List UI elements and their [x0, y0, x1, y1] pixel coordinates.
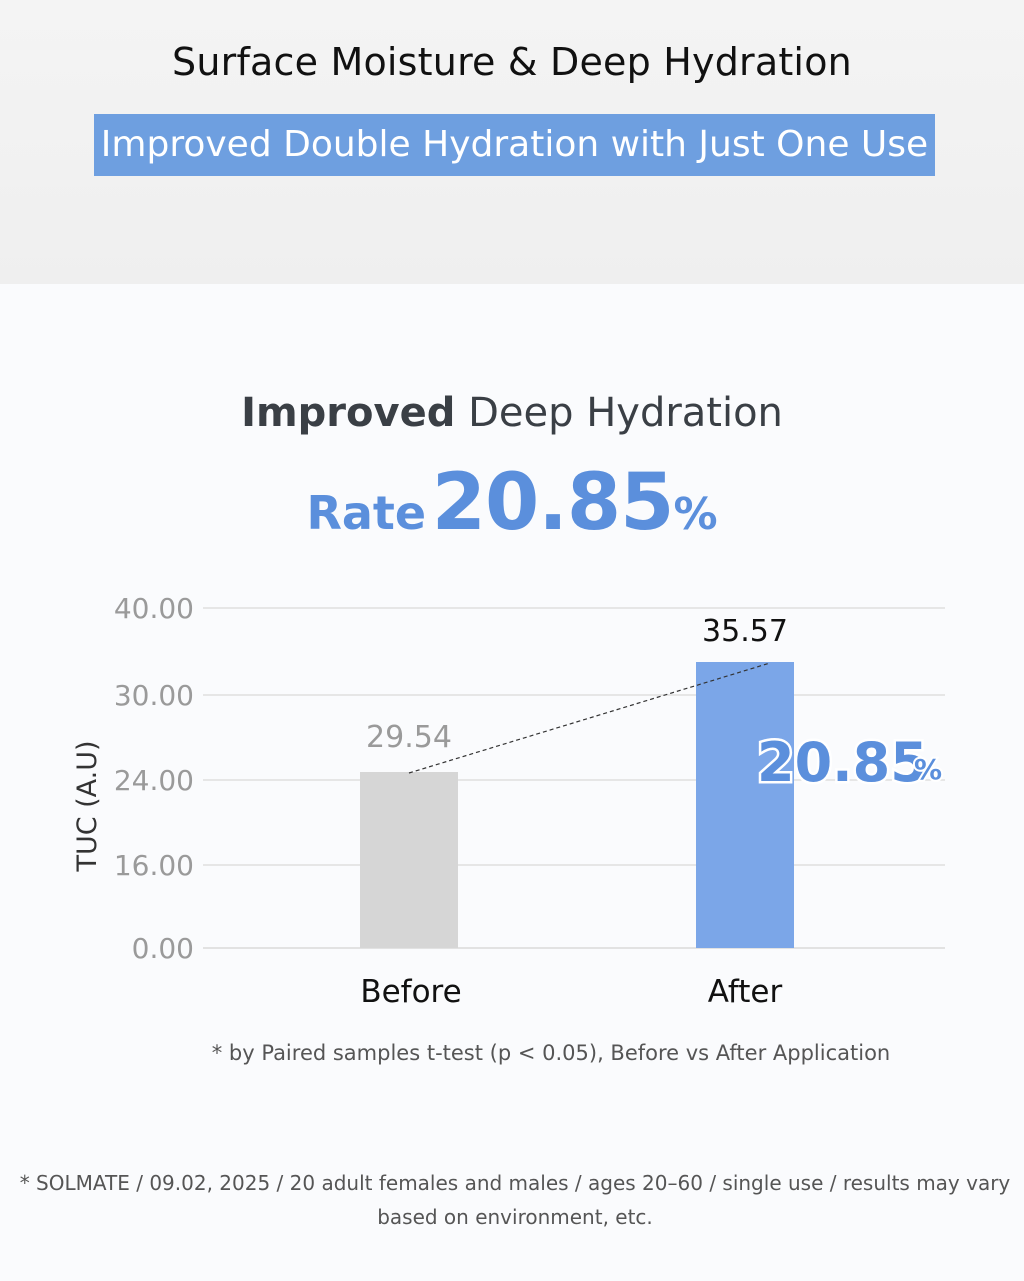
rate-number: 20.85	[431, 458, 675, 548]
headline-regular: Deep Hydration	[468, 390, 783, 436]
page-title: Surface Moisture & Deep Hydration	[172, 40, 852, 84]
hydration-banner: Improved Double Hydration with Just One …	[94, 114, 935, 176]
headline-bold: Improved	[241, 390, 456, 436]
rate-line: Rate 20.85%	[0, 458, 1024, 548]
top-section: Surface Moisture & Deep Hydration Improv…	[0, 0, 1024, 284]
statistical-footnote: * by Paired samples t-test (p < 0.05), B…	[211, 1041, 891, 1065]
main-section	[0, 284, 1024, 1281]
study-footer-note: * SOLMATE / 09.02, 2025 / 20 adult femal…	[19, 1171, 1011, 1229]
headline: Improved Deep Hydration	[0, 390, 1024, 436]
rate-label: Rate	[306, 486, 427, 540]
rate-percent: %	[673, 489, 718, 540]
